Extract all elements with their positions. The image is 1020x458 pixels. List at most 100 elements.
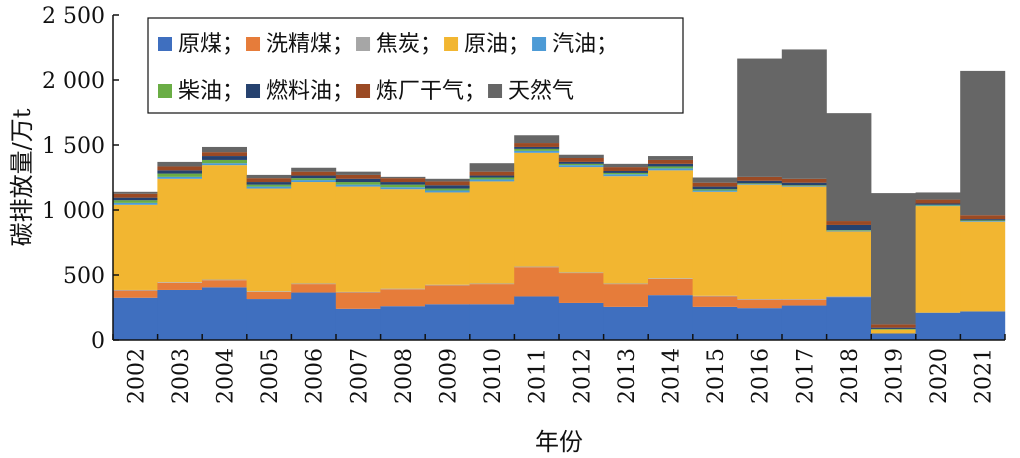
bar-segment-燃料油 xyxy=(692,186,738,190)
bar-segment-原油 xyxy=(558,167,604,273)
bar-segment-原煤 xyxy=(380,306,426,340)
bar-segment-原油 xyxy=(692,191,738,296)
x-tick-label: 2004 xyxy=(214,348,239,404)
bar-segment-燃料油 xyxy=(246,182,292,185)
bar-segment-燃料油 xyxy=(915,203,961,205)
bar-segment-原油 xyxy=(469,181,515,284)
bar-segment-焦炭 xyxy=(514,266,560,268)
bar-segment-燃料油 xyxy=(871,327,916,329)
bar-segment-天然气 xyxy=(826,113,872,222)
bar-segment-炼厂干气 xyxy=(335,174,381,179)
bar-segment-柴油 xyxy=(692,189,738,191)
bar-segment-焦炭 xyxy=(648,278,693,279)
bar-segment-洗精煤 xyxy=(469,284,515,305)
bar-segment-原油 xyxy=(335,186,381,292)
legend-swatch xyxy=(356,37,371,51)
bar-segment-炼厂干气 xyxy=(112,193,158,198)
x-tick-label: 2020 xyxy=(927,348,952,404)
bar-segment-原煤 xyxy=(469,304,515,340)
bar-segment-焦炭 xyxy=(112,289,158,291)
bar-segment-柴油 xyxy=(157,173,203,177)
legend-label: 炼厂干气； xyxy=(376,79,486,104)
y-tick-label: 1 000 xyxy=(42,199,105,224)
bar-segment-焦炭 xyxy=(737,299,783,300)
bar-segment-炼厂干气 xyxy=(692,182,738,187)
bar-segment-炼厂干气 xyxy=(871,324,916,328)
bar-segment-燃料油 xyxy=(603,171,649,173)
legend-box xyxy=(147,17,684,114)
bar-segment-柴油 xyxy=(960,220,1006,222)
x-tick-label: 2013 xyxy=(615,348,640,404)
bar-segment-焦炭 xyxy=(603,283,649,285)
bar-segment-柴油 xyxy=(380,184,426,188)
bar-segment-炼厂干气 xyxy=(425,181,470,186)
bar-segment-原油 xyxy=(380,189,426,289)
bar-segment-柴油 xyxy=(826,230,872,231)
bar-segment-汽油 xyxy=(514,150,560,153)
bar-segment-原煤 xyxy=(692,306,738,340)
bar-segment-原油 xyxy=(514,152,560,267)
bar-segment-洗精煤 xyxy=(425,285,470,305)
bar-segment-燃料油 xyxy=(558,161,604,164)
legend-label: 柴油； xyxy=(178,79,244,104)
y-axis-title: 碳排放量/万t xyxy=(8,108,36,246)
bar-segment-天然气 xyxy=(425,178,470,182)
x-axis-ticks: 2002 2003 2004 2005 2006 2007 2008 2009 2010 2011… xyxy=(112,334,1006,404)
bar-segment-汽油 xyxy=(960,221,1006,222)
bar-segment-柴油 xyxy=(781,185,827,186)
bar-segment-天然气 xyxy=(692,177,738,183)
bar-segment-柴油 xyxy=(112,200,158,203)
bar-segment-焦炭 xyxy=(558,272,604,274)
bar-segment-原油 xyxy=(871,329,916,334)
bar-segment-原煤 xyxy=(157,289,203,340)
bar-segment-天然气 xyxy=(157,161,203,167)
bar-segment-柴油 xyxy=(558,163,604,166)
bar-segment-汽油 xyxy=(648,168,693,171)
bar-segment-燃料油 xyxy=(514,146,560,149)
bar-segment-原煤 xyxy=(915,312,961,340)
bar-segment-原油 xyxy=(291,182,337,284)
bar-segment-炼厂干气 xyxy=(469,171,515,176)
bar-segment-原煤 xyxy=(202,287,247,340)
y-tick-label: 2 500 xyxy=(42,4,105,29)
bar-segment-洗精煤 xyxy=(692,296,738,307)
x-tick-label: 2006 xyxy=(303,348,328,404)
bar-segment-原油 xyxy=(157,178,203,283)
bar-segment-炼厂干气 xyxy=(291,171,337,176)
bar-segment-汽油 xyxy=(469,179,515,182)
bar-segment-天然气 xyxy=(871,193,916,325)
bar-segment-柴油 xyxy=(469,177,515,180)
bar-segment-炼厂干气 xyxy=(737,176,783,181)
bar-segment-炼厂干气 xyxy=(246,178,292,183)
bar-segment-燃料油 xyxy=(291,175,337,179)
bar-segment-原油 xyxy=(915,206,961,313)
x-tick-label: 2007 xyxy=(347,348,372,404)
bar-segment-原油 xyxy=(425,192,470,285)
x-tick-label: 2016 xyxy=(749,348,774,404)
legend-label: 燃料油； xyxy=(266,79,354,104)
x-tick-label: 2017 xyxy=(793,348,818,404)
bar-segment-天然气 xyxy=(291,167,337,172)
bar-segment-焦炭 xyxy=(781,299,827,300)
bar-segment-原煤 xyxy=(960,311,1006,340)
bar-segment-原煤 xyxy=(781,305,827,340)
bar-segment-柴油 xyxy=(737,183,783,184)
bar-segment-燃料油 xyxy=(335,178,381,183)
bar-segment-汽油 xyxy=(246,186,292,189)
bar-segment-原煤 xyxy=(603,306,649,340)
x-tick-label: 2012 xyxy=(570,348,595,404)
bar-segment-天然气 xyxy=(112,191,158,194)
bar-segment-天然气 xyxy=(648,156,693,160)
bars-layer xyxy=(112,49,1006,340)
bar-segment-焦炭 xyxy=(380,288,426,290)
bar-segment-焦炭 xyxy=(692,295,738,297)
y-tick-label: 500 xyxy=(63,264,105,289)
bar-segment-洗精煤 xyxy=(335,292,381,309)
bar-segment-原煤 xyxy=(335,308,381,340)
bar-segment-焦炭 xyxy=(826,296,872,298)
x-tick-label: 2011 xyxy=(526,348,551,404)
bar-segment-汽油 xyxy=(291,180,337,183)
bar-segment-汽油 xyxy=(380,187,426,190)
bar-segment-洗精煤 xyxy=(112,290,158,298)
legend-swatch xyxy=(246,84,261,98)
